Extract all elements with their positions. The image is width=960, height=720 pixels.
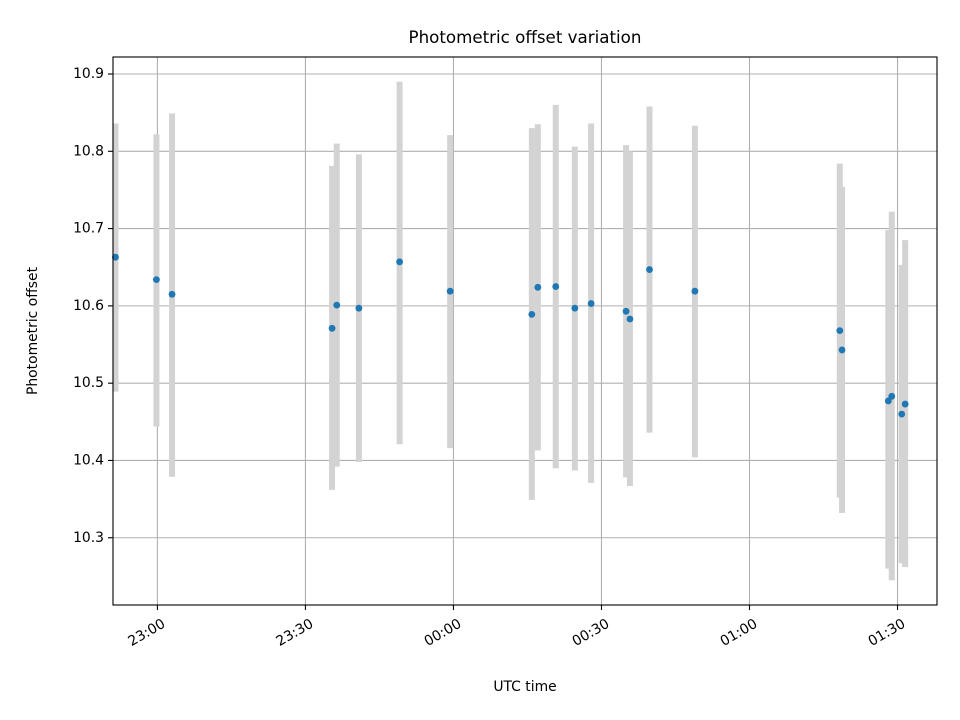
data-point [355,304,363,312]
y-tick-label: 10.7 [73,221,104,237]
data-point [552,283,560,290]
x-tick-label: 23:30 [274,616,317,650]
y-tick-label: 10.3 [73,530,104,546]
data-point [838,346,846,354]
y-tick-label: 10.4 [73,452,104,468]
data-point [333,301,341,309]
x-tick-label: 00:30 [570,616,613,650]
data-point [622,307,630,315]
x-tick-label: 01:30 [866,616,909,650]
data-point [587,300,595,307]
data-point [646,266,653,273]
data-point [446,287,454,295]
data-point [836,327,844,335]
data-point [153,276,160,284]
data-point [328,324,336,332]
plot-frame [112,56,938,606]
y-axis-label: Photometric offset [25,266,41,395]
data-point [396,258,403,266]
y-tick-label: 10.5 [73,375,104,391]
data-point [691,287,699,295]
data-points [112,253,909,418]
data-point [884,397,892,405]
x-axis-label: UTC time [493,679,556,695]
data-point [901,400,909,408]
y-tick-label: 10.8 [73,143,104,159]
data-point [112,253,119,261]
data-point [534,283,542,291]
error-bars [112,81,909,581]
chart-title: Photometric offset variation [409,27,642,47]
y-tick-label: 10.9 [73,66,104,82]
grid [113,57,937,605]
data-point [168,290,176,298]
y-tick-label: 10.6 [73,298,104,314]
x-tick-label: 00:00 [422,616,465,650]
x-tick-label: 23:00 [126,616,169,650]
data-point [571,304,579,312]
data-point [528,310,536,318]
x-tick-label: 01:00 [718,616,761,650]
axis-ticks: 23:00 23:30 00:00 00:30 01:00 01:30 10.3 10.4 10… [73,66,908,650]
data-point [626,315,634,323]
data-point [888,392,896,400]
data-point [898,410,906,418]
